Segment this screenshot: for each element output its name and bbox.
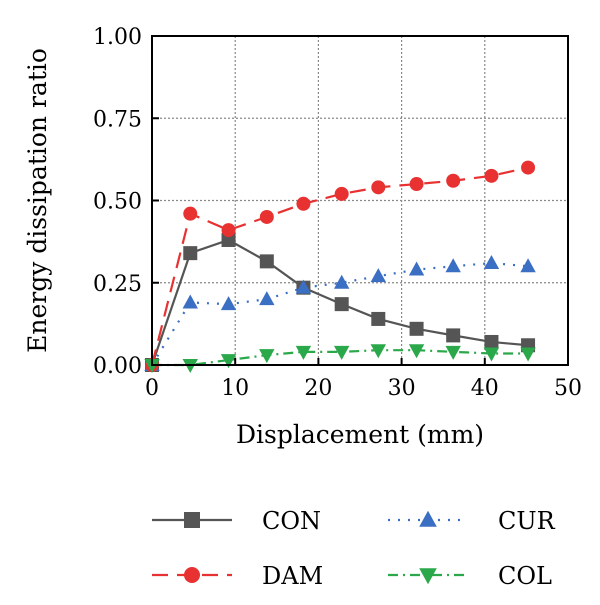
point-con-5	[334, 297, 349, 312]
legend-marker-cur	[419, 510, 437, 527]
point-dam-9	[484, 168, 499, 183]
x-tick-label-3: 30	[388, 376, 416, 401]
x-tick-label-1: 10	[221, 376, 249, 401]
series-line-dam	[150, 166, 529, 366]
point-con-2	[221, 232, 236, 247]
point-col-1	[182, 359, 198, 374]
point-col-0	[144, 359, 160, 374]
legend-marker-col	[419, 568, 437, 585]
series-line-col	[152, 349, 529, 367]
point-cur-3	[259, 291, 275, 306]
point-col-7	[408, 344, 425, 359]
point-dam-8	[446, 173, 461, 188]
axis-ticks: 0 10 20 30 40 50 0.00 0.25 0.50 0.75 1.00	[93, 25, 582, 401]
y-tick-label-2: 0.50	[93, 190, 142, 215]
point-dam-1	[183, 206, 198, 221]
legend-label-con: CON	[262, 507, 321, 535]
point-con-9	[484, 334, 499, 349]
series-dam	[145, 160, 536, 372]
point-col-6	[370, 344, 387, 359]
legend-item-con: CON	[152, 507, 321, 535]
point-cur-2	[220, 296, 237, 311]
y-axis-title: Energy dissipation ratio	[23, 48, 52, 353]
point-dam-5	[334, 186, 349, 201]
point-con-3	[259, 254, 274, 269]
point-con-1	[183, 246, 198, 261]
point-cur-1	[182, 294, 198, 309]
point-con-7	[409, 321, 424, 336]
legend-label-dam: DAM	[262, 562, 323, 590]
point-dam-7	[409, 177, 424, 192]
x-tick-label-4: 40	[471, 376, 499, 401]
point-cur-5	[333, 274, 350, 289]
point-con-6	[371, 311, 386, 326]
point-cur-6	[370, 268, 387, 283]
point-col-5	[333, 345, 350, 360]
x-tick-label-5: 50	[554, 376, 582, 401]
x-tick-label-2: 20	[304, 376, 332, 401]
legend-item-col: COL	[388, 562, 552, 590]
point-dam-10	[521, 160, 536, 175]
point-col-3	[259, 349, 275, 364]
legend-item-cur: CUR	[388, 507, 556, 535]
point-col-4	[295, 345, 312, 360]
y-tick-label-1: 0.25	[93, 272, 142, 297]
y-tick-label-3: 0.75	[93, 107, 142, 132]
x-axis-title: Displacement (mm)	[236, 420, 484, 449]
y-tick-label-4: 1.00	[93, 25, 142, 50]
point-cur-8	[445, 258, 461, 273]
point-cur-10	[520, 258, 536, 273]
legend-marker-dam	[184, 567, 200, 583]
x-tick-label-0: 0	[145, 376, 159, 401]
point-col-2	[220, 354, 237, 369]
legend-label-col: COL	[498, 562, 552, 590]
legend-label-cur: CUR	[498, 507, 556, 535]
series-layer	[144, 160, 536, 374]
legend-marker-con	[184, 512, 200, 528]
series-col	[144, 344, 536, 374]
point-col-9	[483, 347, 500, 362]
point-con-8	[446, 328, 461, 343]
point-cur-4	[295, 279, 312, 294]
point-dam-6	[371, 180, 386, 195]
point-col-10	[520, 347, 536, 362]
y-tick-label-0: 0.00	[93, 354, 142, 379]
point-cur-7	[408, 261, 425, 276]
point-col-8	[445, 345, 461, 360]
legend: CON CUR DAM COL	[152, 507, 556, 590]
point-dam-3	[259, 209, 274, 224]
grid-lines	[152, 36, 568, 365]
point-dam-2	[221, 223, 236, 238]
legend-item-dam: DAM	[152, 562, 323, 590]
point-dam-4	[296, 196, 311, 211]
point-cur-9	[483, 254, 500, 269]
